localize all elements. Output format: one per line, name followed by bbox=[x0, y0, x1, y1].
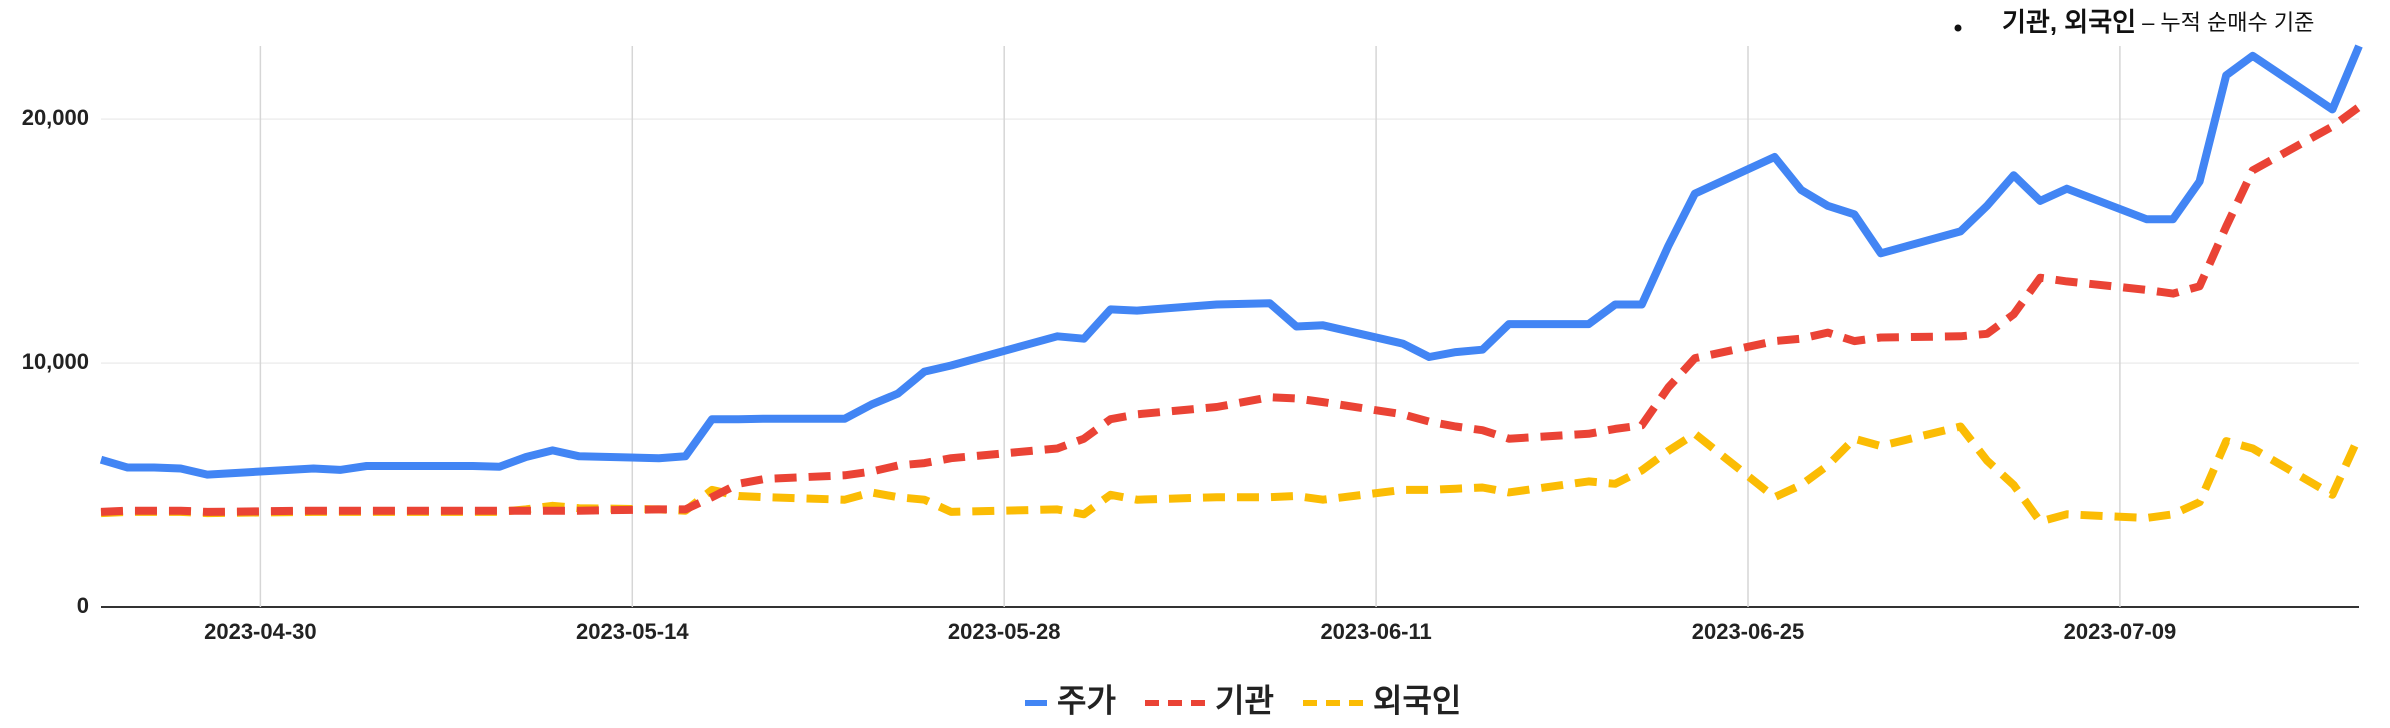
x-tick-label: 2023-07-09 bbox=[2064, 619, 2177, 644]
legend-label: 주가 bbox=[1057, 682, 1116, 718]
x-tick-label: 2023-05-28 bbox=[948, 619, 1061, 644]
y-tick-label: 20,000 bbox=[22, 105, 89, 130]
y-tick-label: 10,000 bbox=[22, 349, 89, 374]
legend-label: 기관 bbox=[1215, 682, 1274, 718]
x-tick-label: 2023-06-11 bbox=[1320, 619, 1431, 644]
line-series bbox=[100, 103, 2362, 516]
note: 기관, 외국인 – 누적 순매수 기준 bbox=[2002, 7, 2314, 37]
note-rest: – 누적 순매수 기준 bbox=[2142, 10, 2314, 35]
note-bold: 기관, 외국인 bbox=[2002, 7, 2136, 37]
x-tick-label: 2023-05-14 bbox=[576, 619, 689, 644]
legend-label: 외국인 bbox=[1373, 682, 1461, 718]
bullet bbox=[1954, 24, 1962, 32]
y-tick-label: 0 bbox=[77, 593, 89, 618]
x-tick-label: 2023-06-25 bbox=[1692, 619, 1805, 644]
line-series bbox=[99, 44, 2363, 479]
x-tick-label: 2023-04-30 bbox=[204, 619, 317, 644]
line-series bbox=[100, 422, 2363, 526]
